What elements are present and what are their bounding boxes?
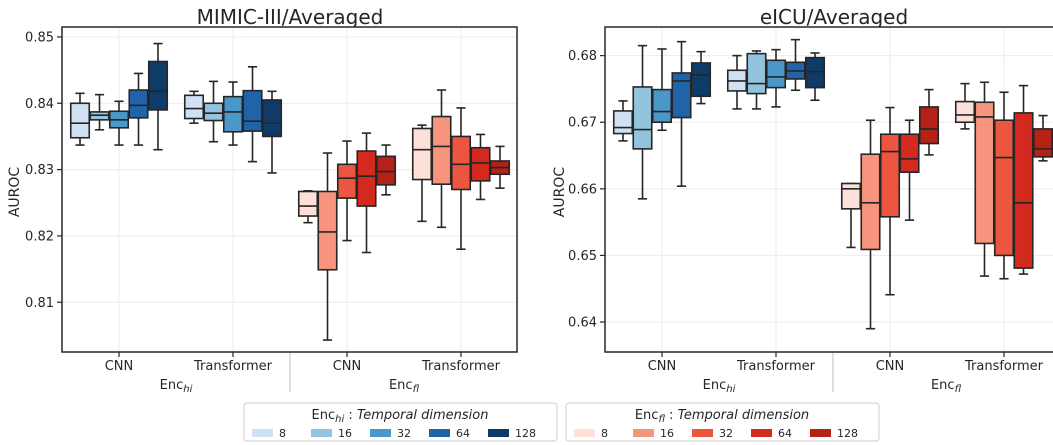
right-box-fl-3-32 (993, 119, 1015, 257)
right-box-hi-1-16 (746, 52, 767, 95)
right-box-hi-0-32 (651, 88, 673, 124)
legend-hi-swatch-32 (370, 429, 391, 437)
left-y-tick-label: 0.81 (25, 296, 54, 311)
left-box-fl-3-8 (411, 127, 433, 181)
left-box-hi-0-64 (128, 89, 149, 119)
left-box-fl-3-32 (450, 135, 472, 191)
left-box-fl-2-64 (356, 150, 377, 207)
left-box-fl-2-16 (317, 190, 338, 271)
legend-hi-swatch-128 (488, 429, 509, 437)
left-y-tick-label: 0.82 (25, 229, 54, 244)
left-x-group-label-transformer-fl: Transformer (421, 359, 501, 374)
left-box-hi-1-32 (222, 95, 244, 133)
right-box-fl-3-16 (974, 101, 995, 245)
left-box-fl-2-128 (375, 155, 397, 186)
right-y-tick-label: 0.68 (568, 49, 597, 64)
right-x-group-label-cnn-hi: CNN (648, 359, 677, 374)
left-box-hi-1-128 (261, 99, 283, 138)
right-y-tick-label: 0.66 (568, 182, 597, 197)
left-box-hi-1-8 (183, 94, 205, 120)
left-y-tick-label: 0.84 (25, 97, 54, 112)
right-x-axis-label-enc-fl: Encfl (931, 378, 962, 395)
legend-fl-entries: 8 16 32 64 128 (574, 427, 858, 440)
legend-hi-label-32: 32 (397, 427, 411, 440)
right-box-hi-1-128 (804, 56, 826, 89)
left-box-fl-2-32 (336, 163, 358, 199)
left-x-group-label-cnn-hi: CNN (105, 359, 134, 374)
left-plot-frame (61, 26, 518, 353)
legend-fl-label-128: 128 (837, 427, 858, 440)
left-chart-plot: 0.81 0.82 0.83 0.84 0.85 (25, 26, 518, 357)
right-box-hi-0-128 (690, 62, 712, 98)
left-box-hi-0-8 (69, 102, 91, 139)
right-y-axis-label: AUROC (552, 167, 568, 218)
right-x-group-label-transformer-hi: Transformer (736, 359, 816, 374)
right-x-group-label-transformer-fl: Transformer (964, 359, 1044, 374)
legend-fl-swatch-32 (692, 429, 713, 437)
legend-fl-swatch-128 (810, 429, 831, 437)
right-box-fl-3-8 (954, 100, 976, 124)
right-box-fl-3-64 (1013, 112, 1034, 269)
legend-fl-swatch-8 (574, 429, 595, 437)
legend-fl-label-64: 64 (778, 427, 792, 440)
left-x-axis-label-enc-fl: Encfl (389, 378, 420, 395)
legend-hi-label-16: 16 (338, 427, 352, 440)
right-chart-title: eICU/Averaged (760, 5, 908, 29)
left-box-fl-3-16 (431, 115, 452, 185)
right-box-hi-0-16 (632, 86, 653, 150)
left-box-hi-0-128 (147, 60, 169, 111)
right-box-fl-2-128 (918, 106, 940, 145)
left-x-axis-label-enc-hi: Enchi (160, 378, 193, 395)
legend-fl-label-16: 16 (660, 427, 674, 440)
left-x-group-label-cnn-fl: CNN (333, 359, 362, 374)
legend-fl-swatch-64 (751, 429, 772, 437)
legend-hi-swatch-16 (311, 429, 332, 437)
left-box-fl-3-64 (470, 146, 491, 182)
right-box-hi-0-64 (671, 72, 692, 119)
legend-hi-swatch-64 (429, 429, 450, 437)
right-x-axis-label-enc-hi: Enchi (703, 378, 736, 395)
left-y-axis-label: AUROC (7, 167, 23, 218)
legend-fl-label-8: 8 (601, 427, 608, 440)
right-box-fl-2-64 (899, 133, 920, 173)
right-y-tick-label: 0.67 (568, 116, 597, 131)
right-box-fl-2-8 (840, 182, 862, 210)
legend-hi-label-128: 128 (515, 427, 536, 440)
legend-hi-label-8: 8 (279, 427, 286, 440)
left-box-hi-1-64 (242, 89, 263, 132)
right-box-fl-2-32 (879, 133, 901, 218)
left-x-group-label-transformer-hi: Transformer (193, 359, 273, 374)
right-box-fl-3-128 (1032, 128, 1053, 158)
legend-hi-entries: 8 16 32 64 128 (252, 427, 536, 440)
right-box-hi-1-32 (765, 59, 787, 89)
left-y-tick-label: 0.85 (25, 30, 54, 45)
right-plot-frame (604, 26, 1053, 353)
left-chart-title: MIMIC-III/Averaged (197, 5, 384, 29)
legend-fl-swatch-16 (633, 429, 654, 437)
legend-hi-title: Enchi : Temporal dimension (312, 408, 489, 425)
right-x-group-label-cnn-fl: CNN (876, 359, 905, 374)
left-box-hi-1-16 (203, 102, 224, 122)
right-box-fl-2-16 (860, 153, 881, 251)
right-y-tick-label: 0.65 (568, 249, 597, 264)
left-y-tick-label: 0.83 (25, 163, 54, 178)
legend-fl-label-32: 32 (719, 427, 733, 440)
right-y-tick-label: 0.64 (568, 316, 597, 331)
legend-hi-swatch-8 (252, 429, 273, 437)
legend-fl-title: Encfl : Temporal dimension (635, 408, 809, 425)
left-plot-background (62, 27, 517, 352)
right-box-hi-0-8 (612, 110, 634, 135)
right-chart-plot: 0.64 0.65 0.66 0.67 0.68 (568, 26, 1053, 357)
left-box-fl-2-8 (297, 190, 319, 217)
legend-hi-label-64: 64 (456, 427, 470, 440)
